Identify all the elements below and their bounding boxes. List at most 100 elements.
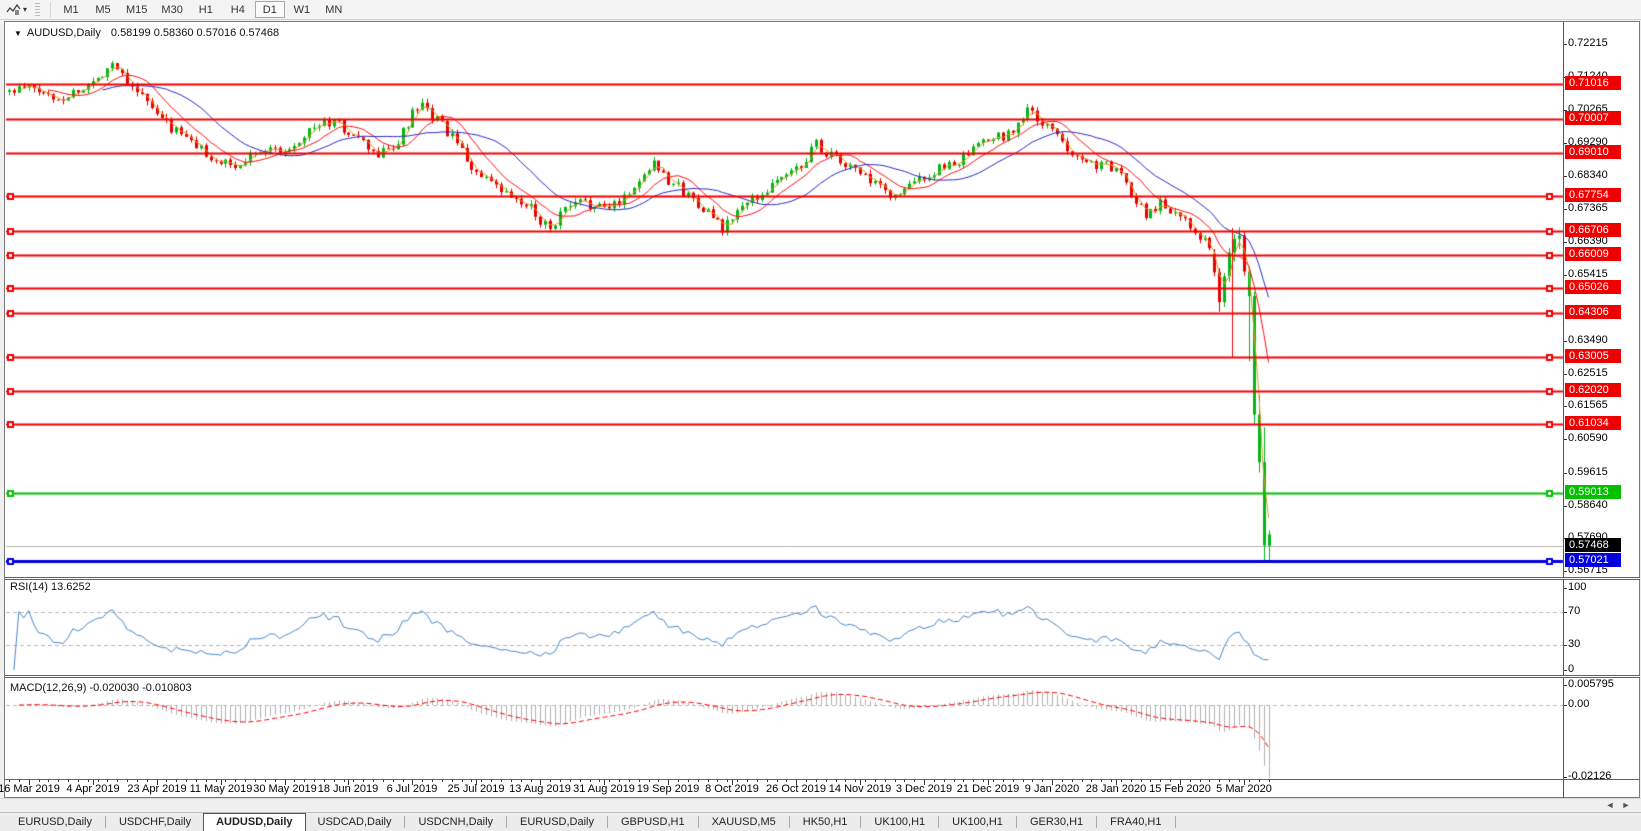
toolbar-grip[interactable] bbox=[35, 2, 41, 17]
date-axis-minor-tick bbox=[9, 780, 10, 782]
chart-line-tool-icon[interactable] bbox=[3, 2, 23, 18]
price-level-badge: 0.62020 bbox=[1565, 383, 1621, 397]
date-axis-tickmark bbox=[604, 780, 605, 785]
tab-separator bbox=[506, 816, 508, 828]
chart-tab-GER30-H1[interactable]: GER30,H1 bbox=[1029, 816, 1084, 828]
collapse-triangle-icon[interactable]: ▼ bbox=[14, 29, 22, 38]
date-axis-minor-tick bbox=[373, 780, 374, 782]
price-level-badge: 0.66009 bbox=[1565, 247, 1621, 261]
horizontal-scrollbar[interactable]: ◄ ► bbox=[0, 798, 1641, 812]
date-axis-minor-tick bbox=[698, 780, 699, 782]
price-level-badge: 0.69010 bbox=[1565, 145, 1621, 159]
chevron-down-icon[interactable]: ▾ bbox=[23, 5, 28, 14]
scroll-right-icon[interactable]: ► bbox=[1621, 800, 1631, 810]
chart-tab-UK100-H1[interactable]: UK100,H1 bbox=[874, 816, 926, 828]
date-axis-minor-tick bbox=[363, 780, 364, 782]
date-axis-minor-tick bbox=[1229, 780, 1230, 782]
date-axis-minor-tick bbox=[452, 780, 453, 782]
date-axis-minor-tick bbox=[481, 780, 482, 782]
timeframe-button-H1[interactable]: H1 bbox=[198, 4, 213, 16]
timeframe-button-D1[interactable]: D1 bbox=[254, 1, 285, 18]
chart-tab-bar: EURUSD,Daily USDCHF,Daily AUDUSD,Daily USDC… bbox=[0, 812, 1641, 831]
date-axis-minor-tick bbox=[560, 780, 561, 782]
chart-tab-UK100-H1[interactable]: UK100,H1 bbox=[952, 816, 1003, 828]
date-axis-minor-tick bbox=[78, 780, 79, 782]
timeframe-button-MN[interactable]: MN bbox=[325, 4, 343, 16]
price-axis-tick: 0.56715 bbox=[1568, 564, 1608, 576]
price-axis-tickmark bbox=[1563, 506, 1567, 507]
date-axis-minor-tick bbox=[570, 780, 571, 782]
chart-tab-EURUSD-Daily[interactable]: EURUSD,Daily bbox=[520, 816, 594, 828]
date-axis-minor-tick bbox=[285, 780, 286, 782]
date-axis-minor-tick bbox=[727, 780, 728, 782]
pane-bottom-line bbox=[5, 779, 1640, 780]
date-axis-label: 28 Jan 2020 bbox=[1085, 783, 1147, 795]
chart-tab-USDCHF-Daily[interactable]: USDCHF,Daily bbox=[118, 816, 192, 828]
chart-tab-USDCNH-Daily[interactable]: USDCNH,Daily bbox=[418, 816, 494, 828]
date-axis-minor-tick bbox=[826, 780, 827, 782]
chart-tab-USDCAD-Daily[interactable]: USDCAD,Daily bbox=[317, 816, 392, 828]
timeframe-button-M1[interactable]: M1 bbox=[63, 4, 79, 16]
tab-separator bbox=[697, 816, 699, 828]
date-axis-minor-tick bbox=[934, 780, 935, 782]
date-axis-tickmark bbox=[157, 780, 158, 785]
pane-splitter-main-rsi[interactable] bbox=[5, 577, 1640, 580]
date-axis-label: 16 Mar 2019 bbox=[0, 783, 60, 795]
date-axis-minor-tick bbox=[58, 780, 59, 782]
date-axis-minor-tick bbox=[777, 780, 778, 782]
date-axis-minor-tick bbox=[767, 780, 768, 782]
date-axis-minor-tick bbox=[1062, 780, 1063, 782]
date-axis-minor-tick bbox=[1013, 780, 1014, 782]
date-axis-minor-tick bbox=[1180, 780, 1181, 782]
price-level-badge: 0.63005 bbox=[1565, 349, 1621, 363]
date-axis-minor-tick bbox=[836, 780, 837, 782]
date-axis-minor-tick bbox=[98, 780, 99, 782]
pane-splitter-rsi-macd[interactable] bbox=[5, 675, 1640, 678]
date-axis-minor-tick bbox=[865, 780, 866, 782]
timeframe-button-H4[interactable]: H4 bbox=[230, 4, 245, 16]
date-axis-tickmark bbox=[476, 780, 477, 785]
date-axis-minor-tick bbox=[422, 780, 423, 782]
date-axis-minor-tick bbox=[1259, 780, 1260, 782]
chart-tab-AUDUSD-Daily[interactable]: AUDUSD,Daily bbox=[203, 813, 306, 831]
chart-tab-XAUUSD-M5[interactable]: XAUUSD,M5 bbox=[711, 816, 776, 828]
chart-tab-FRA40-H1[interactable]: FRA40,H1 bbox=[1110, 816, 1162, 828]
date-axis-minor-tick bbox=[255, 780, 256, 782]
date-axis-minor-tick bbox=[1052, 780, 1053, 782]
date-axis-minor-tick bbox=[1170, 780, 1171, 782]
chart-tab-GBPUSD-H1[interactable]: GBPUSD,H1 bbox=[621, 816, 685, 828]
rsi-axis-tickmark bbox=[1563, 588, 1567, 589]
date-axis-minor-tick bbox=[334, 780, 335, 782]
price-axis-tickmark bbox=[1563, 439, 1567, 440]
rsi-indicator-label: RSI(14) 13.6252 bbox=[10, 581, 91, 593]
date-axis-minor-tick bbox=[963, 780, 964, 782]
chart-tab-HK50-H1[interactable]: HK50,H1 bbox=[802, 816, 848, 828]
timeframe-button-M15[interactable]: M15 bbox=[126, 4, 148, 16]
date-axis-minor-tick bbox=[1249, 780, 1250, 782]
date-axis-minor-tick bbox=[1042, 780, 1043, 782]
scroll-left-icon[interactable]: ◄ bbox=[1605, 800, 1615, 810]
tab-separator bbox=[860, 816, 862, 828]
date-axis-minor-tick bbox=[176, 780, 177, 782]
date-axis-tickmark bbox=[540, 780, 541, 785]
date-axis-minor-tick bbox=[639, 780, 640, 782]
timeframe-button-W1[interactable]: W1 bbox=[293, 4, 311, 16]
date-axis-minor-tick bbox=[786, 780, 787, 782]
rsi-axis-tick: 30 bbox=[1568, 638, 1581, 650]
date-axis-label: 5 Mar 2020 bbox=[1216, 783, 1272, 795]
price-axis-border bbox=[1563, 22, 1564, 798]
timeframe-button-M30[interactable]: M30 bbox=[161, 4, 183, 16]
date-axis-label: 18 Jun 2019 bbox=[317, 783, 379, 795]
date-axis-minor-tick bbox=[796, 780, 797, 782]
timeframe-button-M5[interactable]: M5 bbox=[95, 4, 111, 16]
date-axis-minor-tick bbox=[914, 780, 915, 782]
chart-tab-EURUSD-Daily[interactable]: EURUSD,Daily bbox=[18, 816, 92, 828]
date-axis-minor-tick bbox=[875, 780, 876, 782]
price-axis-tick: 0.58640 bbox=[1568, 499, 1608, 511]
date-axis-minor-tick bbox=[324, 780, 325, 782]
date-axis-minor-tick bbox=[678, 780, 679, 782]
tab-separator bbox=[788, 816, 790, 828]
date-axis-minor-tick bbox=[344, 780, 345, 782]
